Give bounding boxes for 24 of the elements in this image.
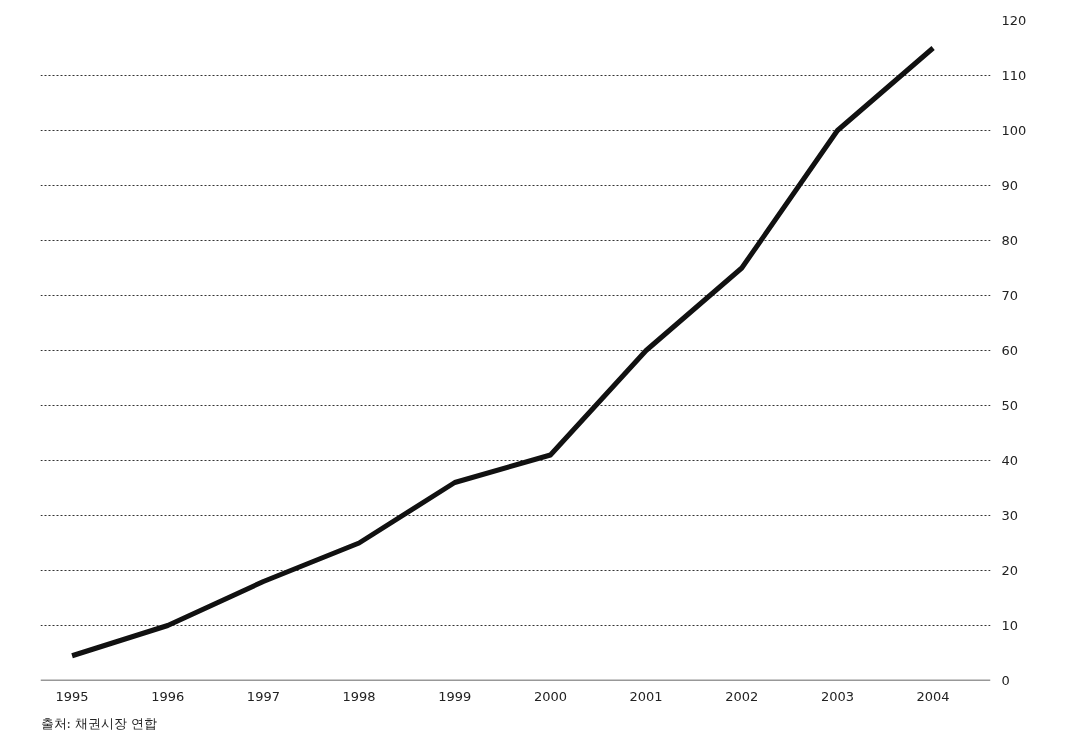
- x-tick-label: 2002: [725, 688, 759, 704]
- x-tick-label: 1995: [55, 688, 89, 704]
- x-tick-label: 2000: [533, 688, 567, 704]
- y-tick-label: 120: [1001, 13, 1027, 28]
- y-tick-label: 90: [1001, 178, 1019, 193]
- x-tick-label: 2003: [820, 688, 854, 704]
- x-tick-label: 1998: [342, 688, 376, 704]
- y-tick-label: 50: [1001, 398, 1019, 413]
- x-tick-label: 1999: [438, 688, 472, 704]
- y-tick-label: 40: [1001, 453, 1019, 468]
- y-tick-label: 110: [1001, 68, 1027, 83]
- y-tick-label: 10: [1001, 618, 1019, 633]
- y-tick-label: 30: [1001, 508, 1019, 523]
- source-note: 출처: 채권시장 연합: [40, 715, 158, 731]
- y-tick-label: 20: [1001, 563, 1019, 578]
- y-tick-label: 60: [1001, 343, 1019, 358]
- x-tick-label: 2004: [916, 688, 950, 704]
- x-tick-label: 1997: [246, 688, 280, 704]
- y-tick-label: 0: [1001, 673, 1010, 688]
- y-tick-label: 70: [1001, 288, 1019, 303]
- x-tick-label: 1996: [151, 688, 185, 704]
- y-tick-label: 100: [1001, 123, 1027, 138]
- x-tick-label: 2001: [629, 688, 663, 704]
- y-tick-label: 80: [1001, 233, 1019, 248]
